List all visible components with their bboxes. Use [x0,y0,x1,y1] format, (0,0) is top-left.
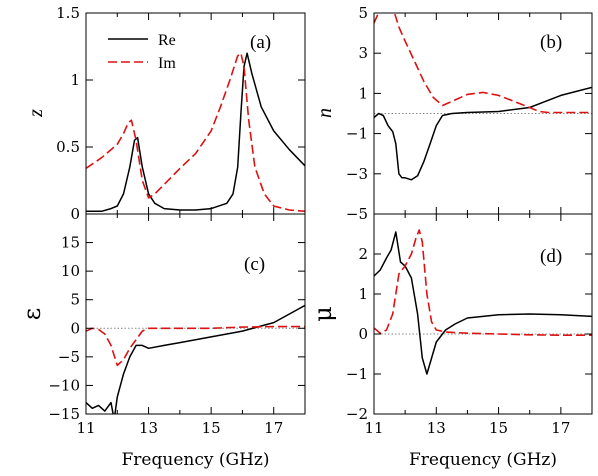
series-im-line-b [374,13,592,114]
y-axis-label-a: z [25,109,47,118]
x-tick-label: 13 [427,419,446,437]
y-tick-label: 15 [61,234,80,252]
panel-d: 11 13 15 17 Frequency (GHz) −2 −1 0 1 2 μ (d) [309,213,593,470]
panel-b: −5 −3 −1 1 3 5 n (b) [314,4,593,223]
x-tick-label: 15 [489,419,508,437]
y-tick-label: −3 [346,165,368,183]
legend-im-label: Im [158,55,176,72]
y-tick-label: −15 [48,405,80,423]
plot-frame-c [85,213,306,415]
y-tick-label: −5 [58,348,80,366]
y-tick-label: −5 [346,205,368,223]
plot-frame-a [85,12,306,215]
series-re-line-c [86,304,305,414]
series-im-line-a [86,52,305,213]
legend-re-label: Re [158,32,176,49]
x-axis-label: Frequency (GHz) [409,450,557,470]
x-tick-label: 11 [76,419,95,437]
y-axis-label-c: ε [18,308,46,320]
panel-label-b: (b) [540,32,562,53]
y-axis-label-b: n [314,108,336,118]
x-tick-label: 17 [264,419,283,437]
y-tick-label: 5 [70,291,80,309]
series-re-line-d [374,231,592,375]
y-tick-label: −10 [48,376,80,394]
series-re-line-a [86,52,305,213]
y-tick-label: 1.5 [56,4,80,22]
y-tick-label: 0 [358,325,368,343]
y-tick-label: 0 [70,205,80,223]
x-tick-label: 17 [551,419,570,437]
panel-label-a: (a) [250,32,271,53]
y-tick-label: 5 [358,4,368,22]
y-axis-label-d: μ [309,306,337,322]
y-tick-label: −1 [346,125,368,143]
y-tick-label: 1 [70,71,80,89]
y-tick-label: 3 [358,44,368,62]
panel-c: 11 13 15 17 Frequency (GHz) −15 −10 −5 0 5 10 15 ε (c… [18,213,306,470]
panel-a: 0 0.5 1 1.5 z (a) Re Im [25,4,306,223]
y-tick-label: 1 [358,285,368,303]
y-tick-label: −1 [346,365,368,383]
x-axis-label: Frequency (GHz) [122,450,270,470]
y-tick-label: 0.5 [56,138,80,156]
plot-frame-d [373,213,593,415]
x-tick-label: 15 [202,419,221,437]
y-tick-label: 0 [70,319,80,337]
legend: Re Im [108,32,176,72]
y-tick-label: 10 [61,262,80,280]
y-tick-label: 2 [358,245,368,263]
panel-label-d: (d) [540,246,562,267]
series-im-line-c [86,325,305,367]
x-tick-label: 11 [364,419,383,437]
y-tick-label: −2 [346,405,368,423]
series-im-line-d [374,229,592,336]
x-tick-label: 13 [139,419,158,437]
y-tick-label: 1 [358,84,368,102]
panel-label-c: (c) [244,254,265,275]
series-re-line-b [374,86,592,181]
